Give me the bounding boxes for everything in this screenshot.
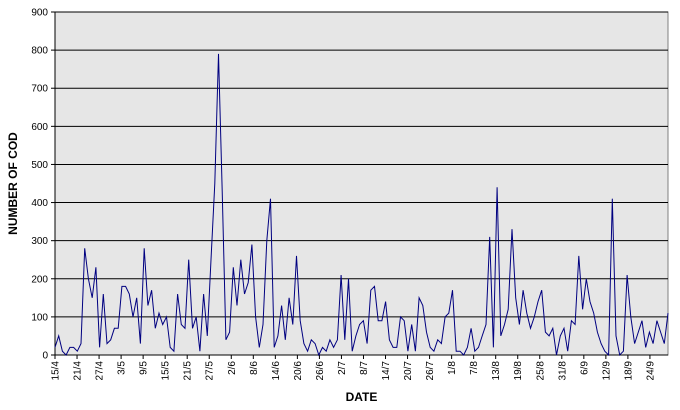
x-tick-label: 7/8 [469, 361, 480, 375]
y-tick-label: 500 [31, 160, 48, 171]
x-tick-label: 21/5 [183, 361, 194, 381]
series-line-cod [54, 53, 669, 357]
y-tick-label: 900 [31, 8, 48, 19]
y-tick-label: 600 [31, 122, 48, 133]
x-tick-label: 1/8 [447, 361, 458, 375]
x-tick-label: 14/7 [381, 361, 392, 381]
x-tick-label: 25/8 [535, 361, 546, 381]
x-tick-label: 2/6 [227, 361, 238, 375]
plot-area [54, 11, 669, 356]
y-tick-label: 300 [31, 236, 48, 247]
x-tick-label: 6/9 [579, 361, 590, 375]
y-tick-label: 400 [31, 198, 48, 209]
x-tick-label: 9/5 [139, 361, 150, 375]
y-tick-label: 200 [31, 274, 48, 285]
x-tick-label: 15/5 [161, 361, 172, 381]
x-tick-label: 26/6 [315, 361, 326, 381]
y-axis-title: NUMBER OF COD [6, 132, 20, 235]
x-tick-label: 8/6 [249, 361, 260, 375]
x-tick-label: 13/8 [491, 361, 502, 381]
x-tick-label: 21/4 [73, 361, 84, 381]
y-tick-label: 800 [31, 46, 48, 57]
gridlines [55, 11, 668, 318]
x-tick-label: 8/7 [359, 361, 370, 375]
y-tick-label: 700 [31, 84, 48, 95]
x-tick-label: 19/8 [513, 361, 524, 381]
x-tick-label: 24/9 [645, 361, 656, 381]
x-tick-label: 20/6 [293, 361, 304, 381]
x-axis-title: DATE [346, 390, 378, 404]
x-tick-label: 2/7 [337, 361, 348, 375]
x-tick-label: 31/8 [557, 361, 568, 381]
y-axis-ticks: 0 100 200 300 400 500 600 700 800 900 [31, 8, 56, 362]
x-tick-label: 14/6 [271, 361, 282, 381]
x-tick-label: 18/9 [623, 361, 634, 381]
x-tick-label: 3/5 [117, 361, 128, 375]
x-tick-label: 20/7 [403, 361, 414, 381]
x-axis-ticks: 15/4 21/4 27/4 3/5 9/5 15/5 21/5 27/5 2/6 8/6 14/6… [51, 354, 668, 381]
x-tick-label: 27/5 [205, 361, 216, 381]
x-tick-label: 27/4 [95, 361, 106, 381]
x-tick-label: 26/7 [425, 361, 436, 381]
x-tick-label: 12/9 [601, 361, 612, 381]
y-tick-label: 100 [31, 312, 48, 323]
y-tick-label: 0 [42, 351, 48, 362]
x-tick-label: 15/4 [51, 361, 62, 381]
